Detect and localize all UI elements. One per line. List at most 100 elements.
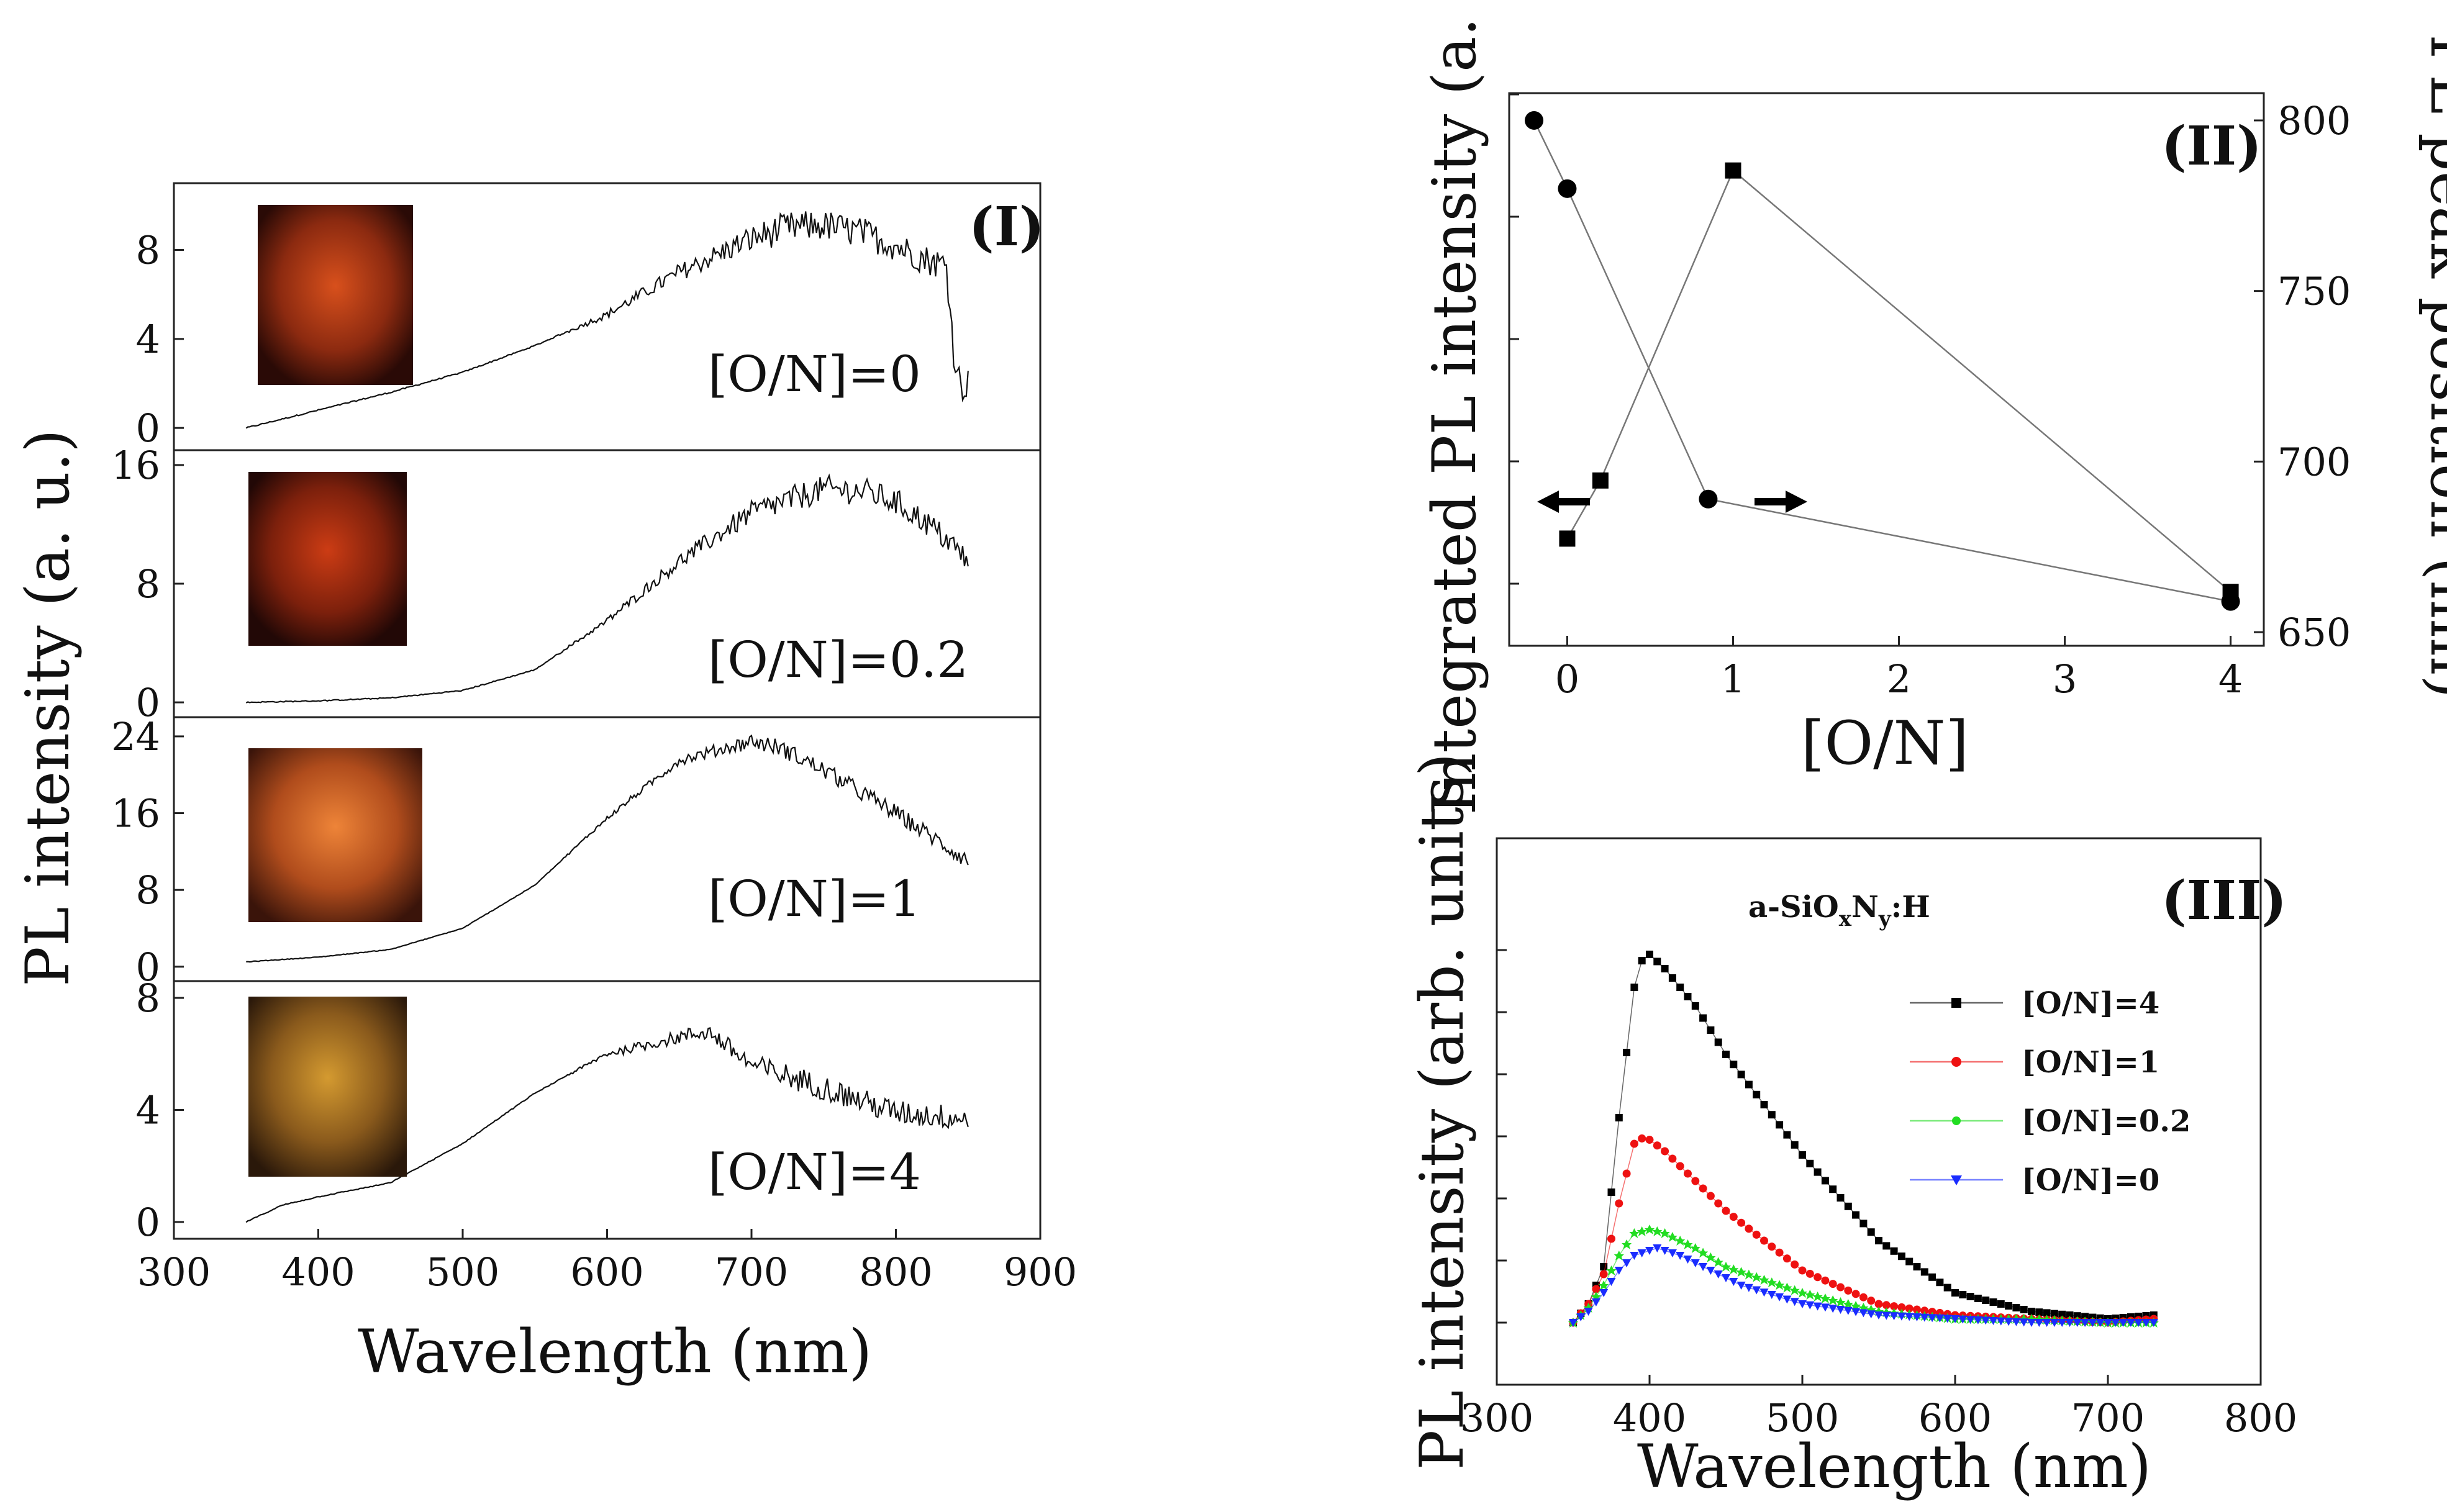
data-point: [1615, 1199, 1623, 1208]
data-point: [1592, 1285, 1600, 1293]
data-point: [1623, 1049, 1631, 1056]
y-tick-label: 16: [111, 443, 160, 488]
data-point: [1745, 1225, 1753, 1233]
data-point: [1820, 1303, 1830, 1312]
data-point: [1599, 1270, 1608, 1279]
data-point: [1684, 993, 1692, 1000]
data-point: [1753, 1090, 1761, 1098]
data-point: [1722, 1206, 1730, 1215]
data-point: [1966, 1293, 1974, 1300]
data-point: [1943, 1283, 1951, 1292]
data-point: [2088, 1319, 2097, 1327]
data-point: [2058, 1310, 2066, 1318]
data-point: [2012, 1304, 2020, 1311]
x-tick-label: 2: [1887, 656, 1911, 702]
data-point: [1622, 1259, 1632, 1267]
x-tick-label: 700: [2071, 1395, 2145, 1441]
panel-iii-annotation: a-SiOxNy:H: [1748, 890, 1930, 931]
data-point: [1859, 1309, 1868, 1318]
data-point: [1897, 1252, 1905, 1261]
data-point: [1936, 1279, 1944, 1287]
panel-i: 048[O/N]=00816[O/N]=0.2081624[O/N]=1048[…: [111, 182, 1077, 1295]
data-point: [1974, 1295, 1982, 1302]
y-tick-label: 8: [136, 867, 160, 913]
data-point: [1836, 1283, 1845, 1292]
data-point: [1982, 1297, 1990, 1304]
data-point: [1667, 1232, 1677, 1242]
data-point: [1821, 1177, 1829, 1185]
data-point: [1782, 1282, 1792, 1293]
data-point: [1791, 1141, 1799, 1149]
data-point: [1699, 1184, 1707, 1193]
data-point: [1791, 1260, 1799, 1269]
data-point: [1660, 1247, 1669, 1255]
x-tick-label: 900: [1004, 1249, 1077, 1295]
circle-point: [1699, 489, 1718, 509]
subplot-label-1: [O/N]=0.2: [708, 631, 968, 689]
y-tick-label: 4: [136, 1088, 160, 1133]
data-point: [1928, 1273, 1936, 1281]
square-point: [1559, 530, 1576, 547]
data-point: [1828, 1280, 1837, 1288]
data-point: [1805, 1290, 1815, 1300]
data-point: [1920, 1313, 1929, 1322]
data-point: [1730, 1061, 1738, 1069]
data-point: [1638, 1134, 1646, 1143]
legend-label-0: [O/N]=4: [2022, 986, 2159, 1021]
data-point: [1768, 1111, 1776, 1119]
data-point: [1874, 1311, 1883, 1320]
data-point: [1814, 1273, 1822, 1282]
data-point: [2050, 1310, 2058, 1318]
x-tick-label: 300: [137, 1249, 211, 1295]
data-point: [1913, 1305, 1921, 1314]
data-point: [1813, 1302, 1822, 1311]
data-point: [1714, 1199, 1723, 1208]
data-point: [2028, 1308, 2035, 1315]
data-point: [1659, 1228, 1670, 1238]
data-point: [1821, 1276, 1830, 1285]
data-point: [1737, 1282, 1746, 1290]
right-tick-label: 700: [2277, 439, 2351, 484]
data-point: [1859, 1293, 1868, 1301]
panel-ii-xlabel: [O/N]: [1801, 708, 1969, 778]
data-point: [1661, 1147, 1669, 1156]
square-point: [1592, 472, 1609, 489]
data-point: [1889, 1312, 1899, 1321]
data-point: [1713, 1257, 1723, 1267]
data-point: [1989, 1317, 1998, 1325]
x-tick-label: 600: [570, 1249, 643, 1295]
data-point: [1897, 1303, 1906, 1311]
data-point: [1676, 1252, 1685, 1260]
data-point: [1614, 1251, 1624, 1261]
data-point: [2134, 1319, 2143, 1327]
y-tick-label: 8: [136, 976, 160, 1021]
legend-marker: [1951, 1057, 1961, 1067]
data-point: [1615, 1114, 1623, 1121]
data-point: [1614, 1267, 1623, 1275]
data-point: [1820, 1293, 1830, 1303]
data-point: [1851, 1308, 1861, 1316]
x-tick-label: 400: [281, 1249, 355, 1295]
circle-point: [1525, 111, 1544, 130]
pl-photo-3: [248, 997, 407, 1177]
panel-i-tag: (I): [969, 196, 1045, 258]
y-tick-label: 8: [136, 228, 160, 273]
data-point: [1844, 1286, 1853, 1295]
right-tick-label: 650: [2277, 610, 2351, 655]
data-point: [2058, 1319, 2067, 1327]
data-point: [1653, 1141, 1661, 1150]
data-point: [1752, 1230, 1761, 1239]
data-point: [1882, 1242, 1891, 1250]
y-tick-label: 0: [136, 1200, 160, 1245]
y-tick-label: 24: [111, 714, 160, 759]
data-point: [1973, 1316, 1982, 1324]
data-point: [1630, 1252, 1639, 1260]
data-point: [1805, 1301, 1815, 1310]
data-point: [1607, 1188, 1615, 1196]
data-point: [1737, 1071, 1745, 1079]
data-point: [1707, 1026, 1715, 1034]
data-point: [1797, 1288, 1807, 1298]
data-point: [2066, 1311, 2074, 1319]
data-point: [1705, 1252, 1716, 1262]
